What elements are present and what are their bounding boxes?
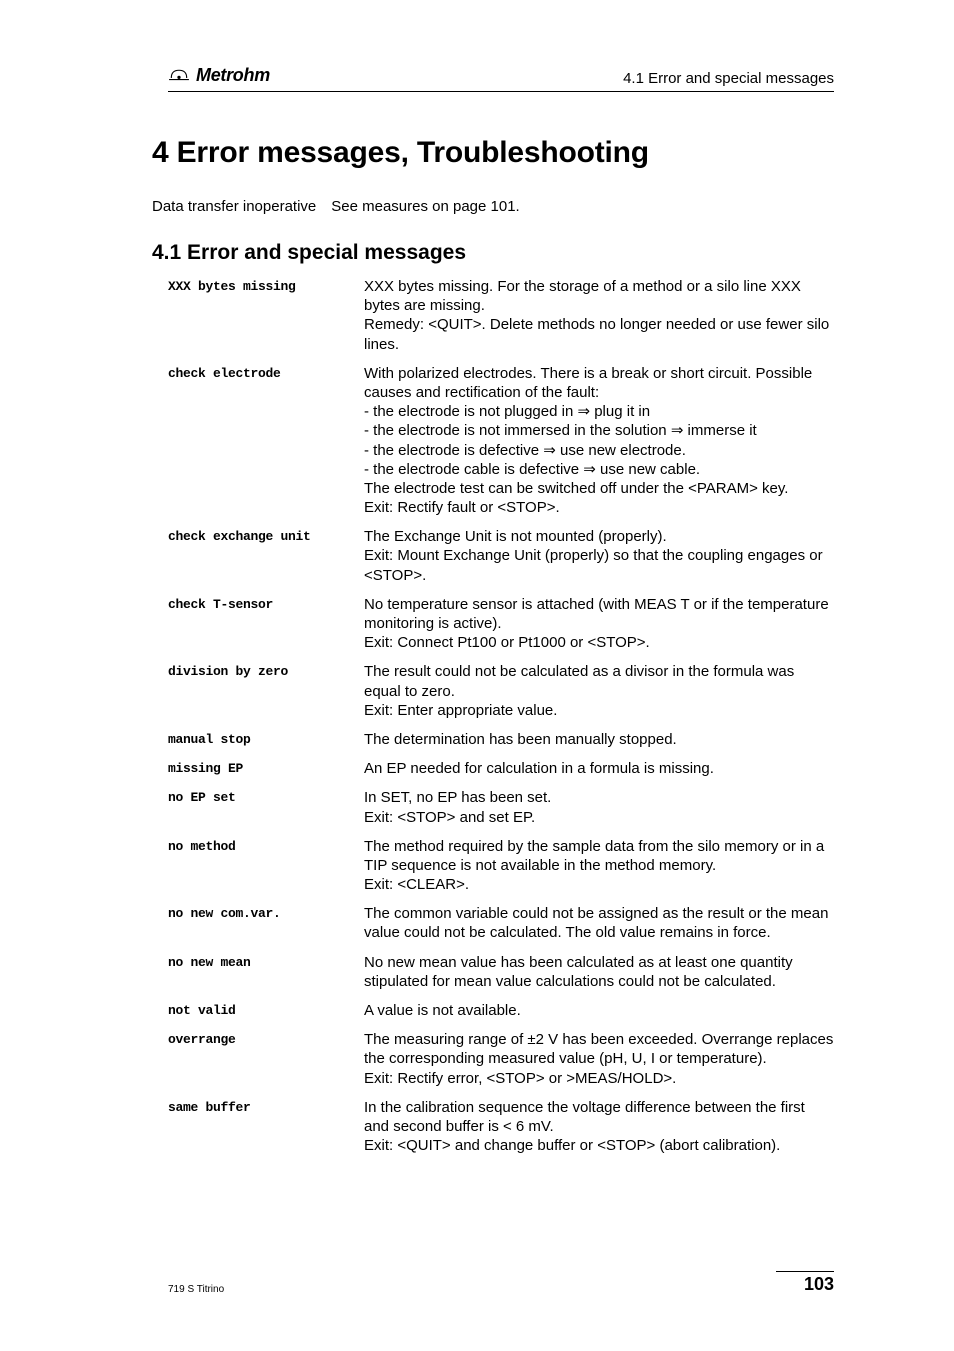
section-heading: 4.1 Error and special messages <box>152 241 834 265</box>
error-term: no new mean <box>168 953 364 970</box>
error-term: not valid <box>168 1001 364 1018</box>
error-entry: no methodThe method required by the samp… <box>168 837 834 895</box>
brand-block: Metrohm <box>168 64 270 87</box>
error-description: No temperature sensor is attached (with … <box>364 595 834 653</box>
error-description: The determination has been manually stop… <box>364 730 834 749</box>
page-footer: 719 S Titrino 103 <box>168 1271 834 1295</box>
error-description: XXX bytes missing. For the storage of a … <box>364 277 834 354</box>
error-entry: no EP setIn SET, no EP has been set.Exit… <box>168 788 834 826</box>
footer-product-name: 719 S Titrino <box>168 1284 224 1295</box>
error-description: In the calibration sequence the voltage … <box>364 1098 834 1156</box>
error-entry: same bufferIn the calibration sequence t… <box>168 1098 834 1156</box>
error-term: missing EP <box>168 759 364 776</box>
error-term: check electrode <box>168 364 364 381</box>
header-section-reference: 4.1 Error and special messages <box>623 70 834 87</box>
error-description: No new mean value has been calculated as… <box>364 953 834 991</box>
error-entry: XXX bytes missingXXX bytes missing. For … <box>168 277 834 354</box>
error-term: manual stop <box>168 730 364 747</box>
error-message-list: XXX bytes missingXXX bytes missing. For … <box>168 277 834 1155</box>
page-header: Metrohm 4.1 Error and special messages <box>168 64 834 92</box>
error-term: overrange <box>168 1030 364 1047</box>
error-description: The method required by the sample data f… <box>364 837 834 895</box>
error-description: The result could not be calculated as a … <box>364 662 834 720</box>
error-description: In SET, no EP has been set.Exit: <STOP> … <box>364 788 834 826</box>
error-entry: check T-sensorNo temperature sensor is a… <box>168 595 834 653</box>
error-description: The Exchange Unit is not mounted (proper… <box>364 527 834 585</box>
error-entry: no new com.var.The common variable could… <box>168 904 834 942</box>
error-term: check exchange unit <box>168 527 364 544</box>
error-description: The common variable could not be assigne… <box>364 904 834 942</box>
error-description: An EP needed for calculation in a formul… <box>364 759 834 778</box>
document-page: Metrohm 4.1 Error and special messages 4… <box>0 0 954 1155</box>
error-term: no new com.var. <box>168 904 364 921</box>
error-term: no EP set <box>168 788 364 805</box>
brand-logo-icon <box>168 64 190 87</box>
error-entry: check exchange unitThe Exchange Unit is … <box>168 527 834 585</box>
error-entry: not validA value is not available. <box>168 1001 834 1020</box>
error-term: check T-sensor <box>168 595 364 612</box>
error-entry: manual stopThe determination has been ma… <box>168 730 834 749</box>
intro-line: Data transfer inoperative See measures o… <box>152 198 834 215</box>
error-entry: no new meanNo new mean value has been ca… <box>168 953 834 991</box>
error-term: XXX bytes missing <box>168 277 364 294</box>
page-number: 103 <box>776 1271 834 1295</box>
brand-name: Metrohm <box>196 65 270 86</box>
error-term: division by zero <box>168 662 364 679</box>
error-term: no method <box>168 837 364 854</box>
error-entry: check electrodeWith polarized electrodes… <box>168 364 834 518</box>
chapter-heading: 4 Error messages, Troubleshooting <box>152 136 834 170</box>
error-entry: missing EPAn EP needed for calculation i… <box>168 759 834 778</box>
error-description: With polarized electrodes. There is a br… <box>364 364 834 518</box>
error-description: The measuring range of ±2 V has been exc… <box>364 1030 834 1088</box>
error-description: A value is not available. <box>364 1001 834 1020</box>
error-entry: overrangeThe measuring range of ±2 V has… <box>168 1030 834 1088</box>
error-entry: division by zeroThe result could not be … <box>168 662 834 720</box>
error-term: same buffer <box>168 1098 364 1115</box>
